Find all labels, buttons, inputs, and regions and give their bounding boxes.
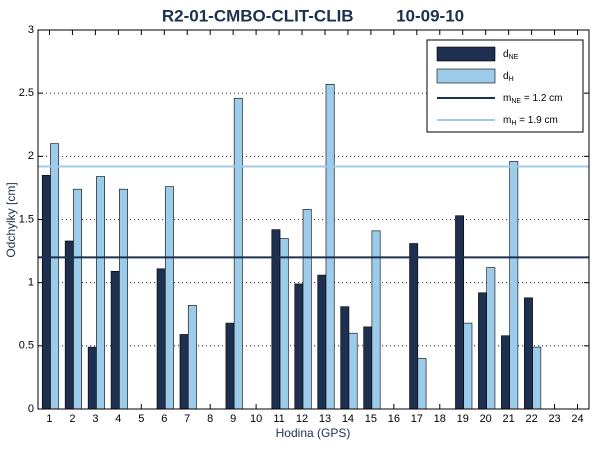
legend-subscript: NE [511,98,521,105]
y-tick-label: 0 [28,403,34,415]
x-axis-label: Hodina (GPS) [276,426,351,440]
bar [164,186,174,410]
bar [302,209,312,410]
bar [532,346,542,410]
x-tick-label: 7 [184,413,190,425]
x-tick-label: 18 [434,413,446,425]
x-tick-label: 4 [115,413,121,425]
bar [409,243,419,410]
legend-label: dH [503,71,514,83]
bar [50,143,60,410]
x-tick-label: 15 [365,413,377,425]
x-tick-label: 1 [46,413,52,425]
legend-subscript: H [511,120,516,127]
x-tick-label: 6 [161,413,167,425]
bar [179,334,189,410]
x-tick-label: 17 [411,413,423,425]
y-tick-label: 1.5 [19,213,34,225]
legend-subscript: H [509,76,514,83]
y-tick-label: 2 [28,150,34,162]
bar [96,176,105,410]
x-tick-label: 3 [92,413,98,425]
legend-label: mNE = 1.2 cm [503,93,562,105]
bar [455,215,465,410]
x-tick-label: 23 [548,413,560,425]
x-tick-label: 24 [571,413,583,425]
bar [233,97,243,410]
legend-swatch [436,46,496,62]
x-tick-label: 22 [525,413,537,425]
x-tick-label: 10 [250,413,262,425]
legend-value: = 1.9 cm [516,115,557,126]
bar [417,358,427,410]
bar [340,306,350,410]
x-tick-label: 19 [457,413,469,425]
bar [363,326,373,410]
legend-name: d [503,71,509,82]
legend-name: m [503,93,511,104]
bar [478,292,487,410]
y-tick-label: 1 [28,277,34,289]
x-tick-label: 13 [319,413,331,425]
bar [187,305,197,410]
legend-name: m [503,115,511,126]
bar [73,188,83,410]
x-tick-label: 21 [503,413,515,425]
bar [463,322,473,410]
y-axis-label: Odchylky [cm] [4,182,18,257]
x-tick-label: 12 [296,413,308,425]
bar [325,84,335,410]
y-tick-label: 3 [28,24,34,36]
x-tick-label: 16 [388,413,400,425]
plot-frame [37,29,590,410]
legend-swatch [436,68,496,84]
x-tick-label: 2 [69,413,75,425]
x-tick-label: 9 [230,413,236,425]
legend-subscript: NE [509,54,519,61]
bar [110,270,120,410]
x-tick-label: 14 [342,413,354,425]
bar [524,297,533,410]
legend-label: mH = 1.9 cm [503,115,558,127]
legend-name: d [503,49,509,60]
bar [294,283,304,410]
bar [486,267,496,410]
bar [87,346,97,410]
legend-label: dNE [503,49,519,61]
x-tick-label: 11 [273,413,284,425]
x-tick-label: 8 [207,413,213,425]
y-tick-label: 0.5 [19,340,34,352]
x-tick-label: 20 [480,413,492,425]
bar [317,274,327,410]
x-tick-label: 5 [138,413,144,425]
bar [501,335,510,410]
bar [64,240,74,410]
y-tick-label: 2.5 [19,87,34,99]
bar [119,188,128,410]
bar [225,322,235,410]
legend-value: = 1.2 cm [521,93,562,104]
bar [279,238,289,410]
bar [509,161,519,410]
chart-title: R2-01-CMBO-CLIT-CLIB 10-09-10 [162,6,464,25]
bar [348,332,358,410]
bar [156,268,166,410]
bar [41,174,51,410]
